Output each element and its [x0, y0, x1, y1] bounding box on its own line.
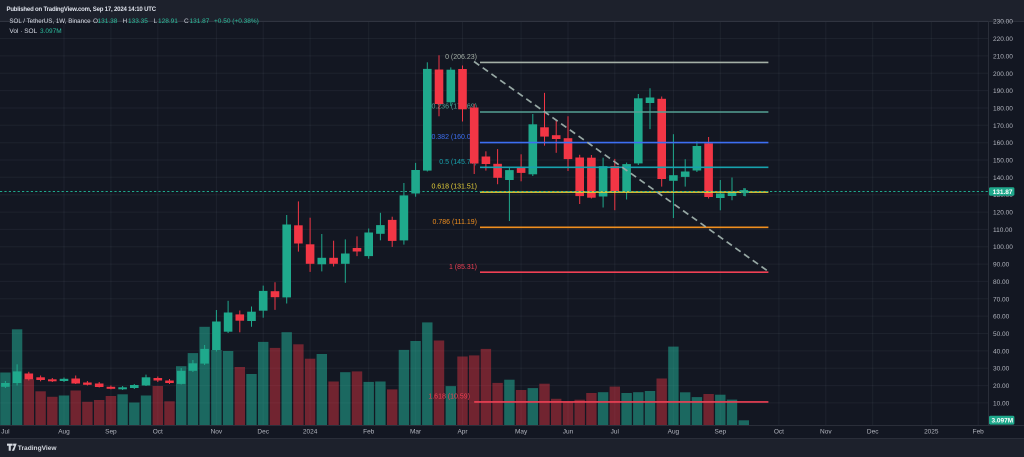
svg-text:140.00: 140.00 [993, 175, 1013, 182]
svg-text:160.00: 160.00 [993, 140, 1013, 147]
svg-text:TradingView: TradingView [18, 445, 58, 452]
svg-text:40.00: 40.00 [993, 348, 1010, 355]
svg-text:Sep: Sep [715, 428, 727, 435]
svg-text:Aug: Aug [668, 428, 680, 435]
svg-text:30.00: 30.00 [993, 366, 1010, 373]
svg-text:0.236 (177.69): 0.236 (177.69) [431, 104, 477, 111]
svg-text:Jul: Jul [611, 428, 620, 435]
svg-text:C: C [184, 18, 189, 25]
svg-text:+0.50 (+0.38%): +0.50 (+0.38%) [214, 18, 259, 25]
svg-text:Nov: Nov [211, 428, 223, 435]
svg-text:230.00: 230.00 [993, 19, 1013, 26]
svg-text:0.382 (160.04): 0.382 (160.04) [431, 134, 477, 141]
svg-text:O: O [93, 18, 98, 25]
svg-text:20.00: 20.00 [993, 383, 1010, 390]
svg-text:131.87: 131.87 [993, 189, 1013, 196]
svg-text:Vol · SOL: Vol · SOL [9, 28, 37, 35]
svg-text:0.786 (111.19): 0.786 (111.19) [433, 219, 478, 226]
svg-text:220.00: 220.00 [993, 36, 1013, 43]
svg-text:90.00: 90.00 [993, 262, 1010, 269]
svg-text:Sep: Sep [105, 428, 117, 435]
svg-text:3.097M: 3.097M [992, 418, 1014, 425]
svg-text:133.35: 133.35 [128, 18, 148, 25]
svg-text:200.00: 200.00 [993, 71, 1013, 78]
svg-text:128.91: 128.91 [158, 18, 178, 25]
svg-text:80.00: 80.00 [993, 279, 1010, 286]
svg-text:Published on TradingView.com,: Published on TradingView.com, Sep 17, 20… [7, 7, 157, 13]
svg-text:131.87: 131.87 [190, 18, 210, 25]
svg-text:70.00: 70.00 [993, 296, 1010, 303]
svg-text:180.00: 180.00 [993, 106, 1013, 113]
svg-text:Oct: Oct [153, 428, 163, 435]
svg-text:60.00: 60.00 [993, 314, 1010, 321]
svg-text:Mar: Mar [410, 428, 422, 435]
svg-text:Aug: Aug [58, 428, 70, 435]
svg-text:Oct: Oct [774, 428, 784, 435]
svg-text:Dec: Dec [257, 428, 269, 435]
svg-text:110.00: 110.00 [993, 227, 1013, 234]
svg-text:Nov: Nov [820, 428, 832, 435]
svg-text:Jul: Jul [1, 428, 10, 435]
svg-text:100.00: 100.00 [993, 244, 1013, 251]
svg-text:150.00: 150.00 [993, 158, 1013, 165]
svg-text:50.00: 50.00 [993, 331, 1010, 338]
svg-text:2025: 2025 [924, 428, 939, 435]
svg-text:May: May [515, 428, 528, 435]
svg-text:10.00: 10.00 [993, 400, 1010, 407]
svg-text:170.00: 170.00 [993, 123, 1013, 130]
svg-text:Jun: Jun [563, 428, 574, 435]
svg-text:1 (85.31): 1 (85.31) [449, 264, 477, 271]
svg-text:1.618 (10.59): 1.618 (10.59) [428, 394, 470, 401]
svg-text:210.00: 210.00 [993, 53, 1013, 60]
svg-text:120.00: 120.00 [993, 210, 1013, 217]
svg-text:0.618 (131.51): 0.618 (131.51) [431, 184, 477, 191]
svg-text:0 (206.23): 0 (206.23) [445, 54, 477, 61]
svg-text:H: H [123, 18, 128, 25]
svg-text:2024: 2024 [303, 428, 318, 435]
svg-text:L: L [154, 18, 158, 25]
svg-text:3.097M: 3.097M [40, 28, 62, 35]
svg-text:131.38: 131.38 [98, 18, 118, 25]
svg-text:190.00: 190.00 [993, 88, 1013, 95]
svg-text:Dec: Dec [867, 428, 879, 435]
svg-text:SOL / TetherUS, 1W, Binance: SOL / TetherUS, 1W, Binance [9, 18, 91, 25]
svg-text:0.5 (145.77): 0.5 (145.77) [439, 159, 477, 166]
svg-text:Apr: Apr [457, 428, 468, 435]
svg-text:Feb: Feb [363, 428, 375, 435]
svg-text:Feb: Feb [973, 428, 985, 435]
